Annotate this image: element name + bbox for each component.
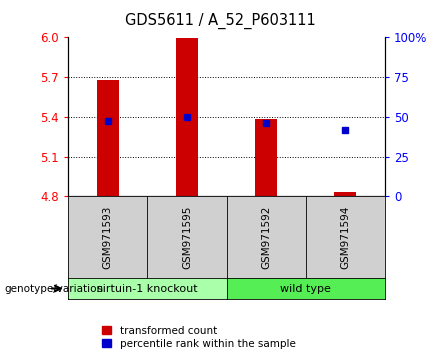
Bar bbox=[334, 193, 356, 196]
Text: sirtuin-1 knockout: sirtuin-1 knockout bbox=[97, 284, 198, 293]
Bar bbox=[176, 39, 198, 196]
Text: GSM971592: GSM971592 bbox=[261, 205, 271, 269]
Text: GSM971595: GSM971595 bbox=[182, 205, 192, 269]
Text: GSM971593: GSM971593 bbox=[103, 205, 113, 269]
Bar bbox=[97, 80, 119, 196]
Text: GSM971594: GSM971594 bbox=[341, 205, 350, 269]
Text: genotype/variation: genotype/variation bbox=[4, 284, 103, 293]
Legend: transformed count, percentile rank within the sample: transformed count, percentile rank withi… bbox=[102, 326, 296, 349]
Bar bbox=[255, 120, 277, 196]
Text: GDS5611 / A_52_P603111: GDS5611 / A_52_P603111 bbox=[125, 12, 315, 29]
Text: wild type: wild type bbox=[280, 284, 331, 293]
